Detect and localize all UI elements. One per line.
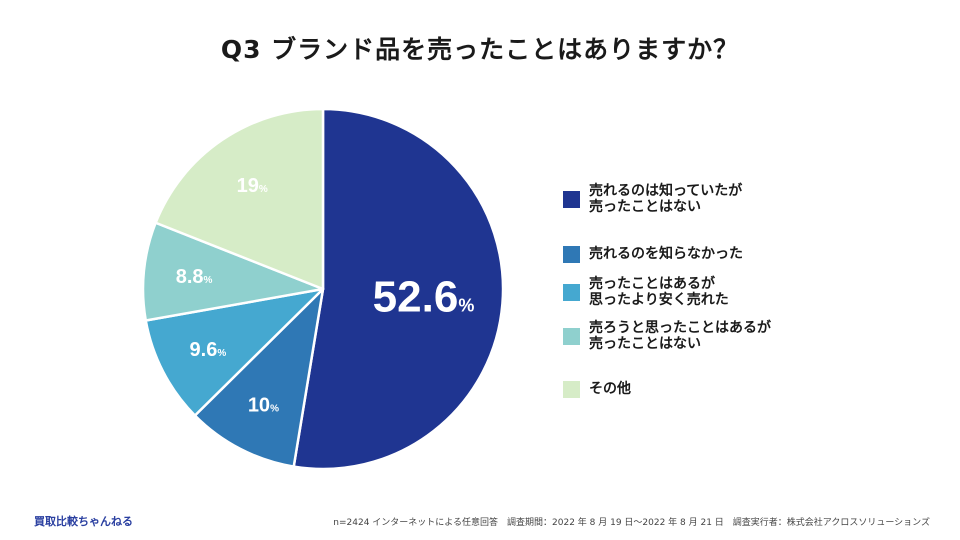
- slice-unit-3: %: [217, 348, 226, 359]
- legend-item-5: その他: [563, 373, 631, 398]
- legend-item-4: 売ろうと思ったことはあるが 売ったことはない: [563, 320, 771, 352]
- brand-name: 買取比較ちゃんねる: [34, 515, 133, 528]
- legend-swatch: [563, 381, 580, 398]
- slice-value-1: 52.6: [373, 273, 459, 322]
- slice-value-label-1: 52.6%: [373, 273, 475, 322]
- legend-item-1: 売れるのは知っていたが 売ったことはない: [563, 183, 742, 215]
- legend-swatch: [563, 328, 580, 345]
- legend-label: 売ろうと思ったことはあるが 売ったことはない: [589, 320, 771, 352]
- pie-slice-3: [144, 287, 325, 417]
- chart-title: Q3 ブランド品を売ったことはありますか？: [220, 35, 740, 64]
- slice-value-5: 19: [237, 175, 259, 197]
- legend-label: その他: [589, 381, 631, 397]
- pie-slice-2: [193, 287, 325, 468]
- slice-value-label-5: 19%: [237, 175, 268, 197]
- legend-label: 売れるのは知っていたが 売ったことはない: [589, 183, 743, 215]
- slice-value-3: 9.6: [190, 339, 218, 361]
- legend-swatch: [563, 284, 580, 301]
- slice-unit-4: %: [204, 275, 213, 286]
- slice-unit-5: %: [259, 184, 268, 195]
- survey-footnote: n=2424 インターネットによる任意回答 調査期間：2022 年 8 月 19…: [333, 518, 930, 528]
- slice-unit-1: %: [458, 296, 474, 316]
- slice-value-2: 10: [248, 394, 270, 416]
- pie-slice-5: [154, 107, 325, 291]
- legend-label: 売ったことはあるが 思ったより安く売れた: [589, 276, 729, 308]
- legend-swatch: [563, 191, 580, 208]
- legend-item-3: 売ったことはあるが 思ったより安く売れた: [563, 276, 729, 308]
- slice-value-label-3: 9.6%: [190, 339, 227, 361]
- slice-unit-2: %: [270, 403, 279, 414]
- legend-label: 売れるのを知らなかった: [589, 246, 743, 262]
- slice-value-4: 8.8: [176, 266, 204, 288]
- legend-item-2: 売れるのを知らなかった: [563, 238, 743, 263]
- slice-value-label-2: 10%: [248, 394, 279, 416]
- legend-swatch: [563, 246, 580, 263]
- pie-slice-1: [292, 107, 505, 471]
- pie-slice-4: [141, 221, 325, 322]
- slice-value-label-4: 8.8%: [176, 266, 213, 288]
